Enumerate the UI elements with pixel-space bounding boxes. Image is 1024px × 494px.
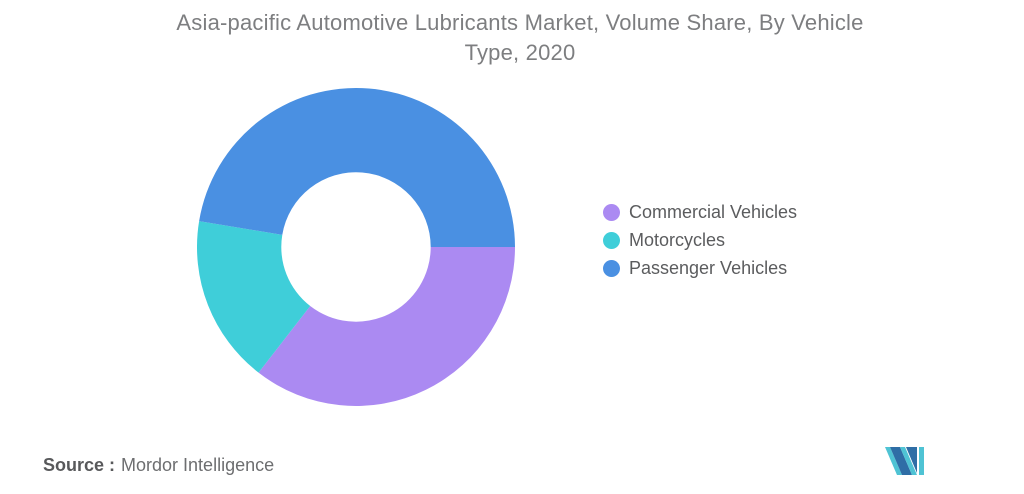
donut-slice-commercial-vehicles <box>258 247 515 406</box>
legend-item: Motorcycles <box>603 226 797 254</box>
chart-title: Asia-pacific Automotive Lubricants Marke… <box>132 8 908 68</box>
chart-title-line1: Asia-pacific Automotive Lubricants Marke… <box>176 10 864 35</box>
chart-legend: Commercial Vehicles Motorcycles Passenge… <box>603 198 797 282</box>
logo-right-teal-bar <box>919 447 924 475</box>
logo-main-blue-stripe <box>890 447 912 475</box>
legend-item: Commercial Vehicles <box>603 198 797 226</box>
legend-swatch <box>603 231 620 249</box>
source-label: Source : <box>43 455 116 475</box>
legend-label: Commercial Vehicles <box>629 201 798 222</box>
source-attribution: Source : Mordor Intelligence <box>43 455 274 476</box>
chart-title-line2: Type, 2020 <box>464 40 576 65</box>
donut-slice-motorcycles <box>197 221 311 373</box>
legend-swatch <box>603 203 620 221</box>
legend-swatch <box>603 259 620 277</box>
source-text: Mordor Intelligence <box>121 455 275 475</box>
legend-label: Passenger Vehicles <box>629 257 788 278</box>
donut-slice-passenger-vehicles <box>199 88 515 247</box>
mordor-intelligence-logo-icon <box>885 447 924 475</box>
logo-left-teal-stripe <box>885 447 902 475</box>
logo-mid-teal-stripe <box>900 447 917 475</box>
logo-blue-triangle <box>906 447 917 473</box>
legend-item: Passenger Vehicles <box>603 254 797 282</box>
legend-label: Motorcycles <box>629 229 726 250</box>
donut-chart <box>197 88 515 406</box>
